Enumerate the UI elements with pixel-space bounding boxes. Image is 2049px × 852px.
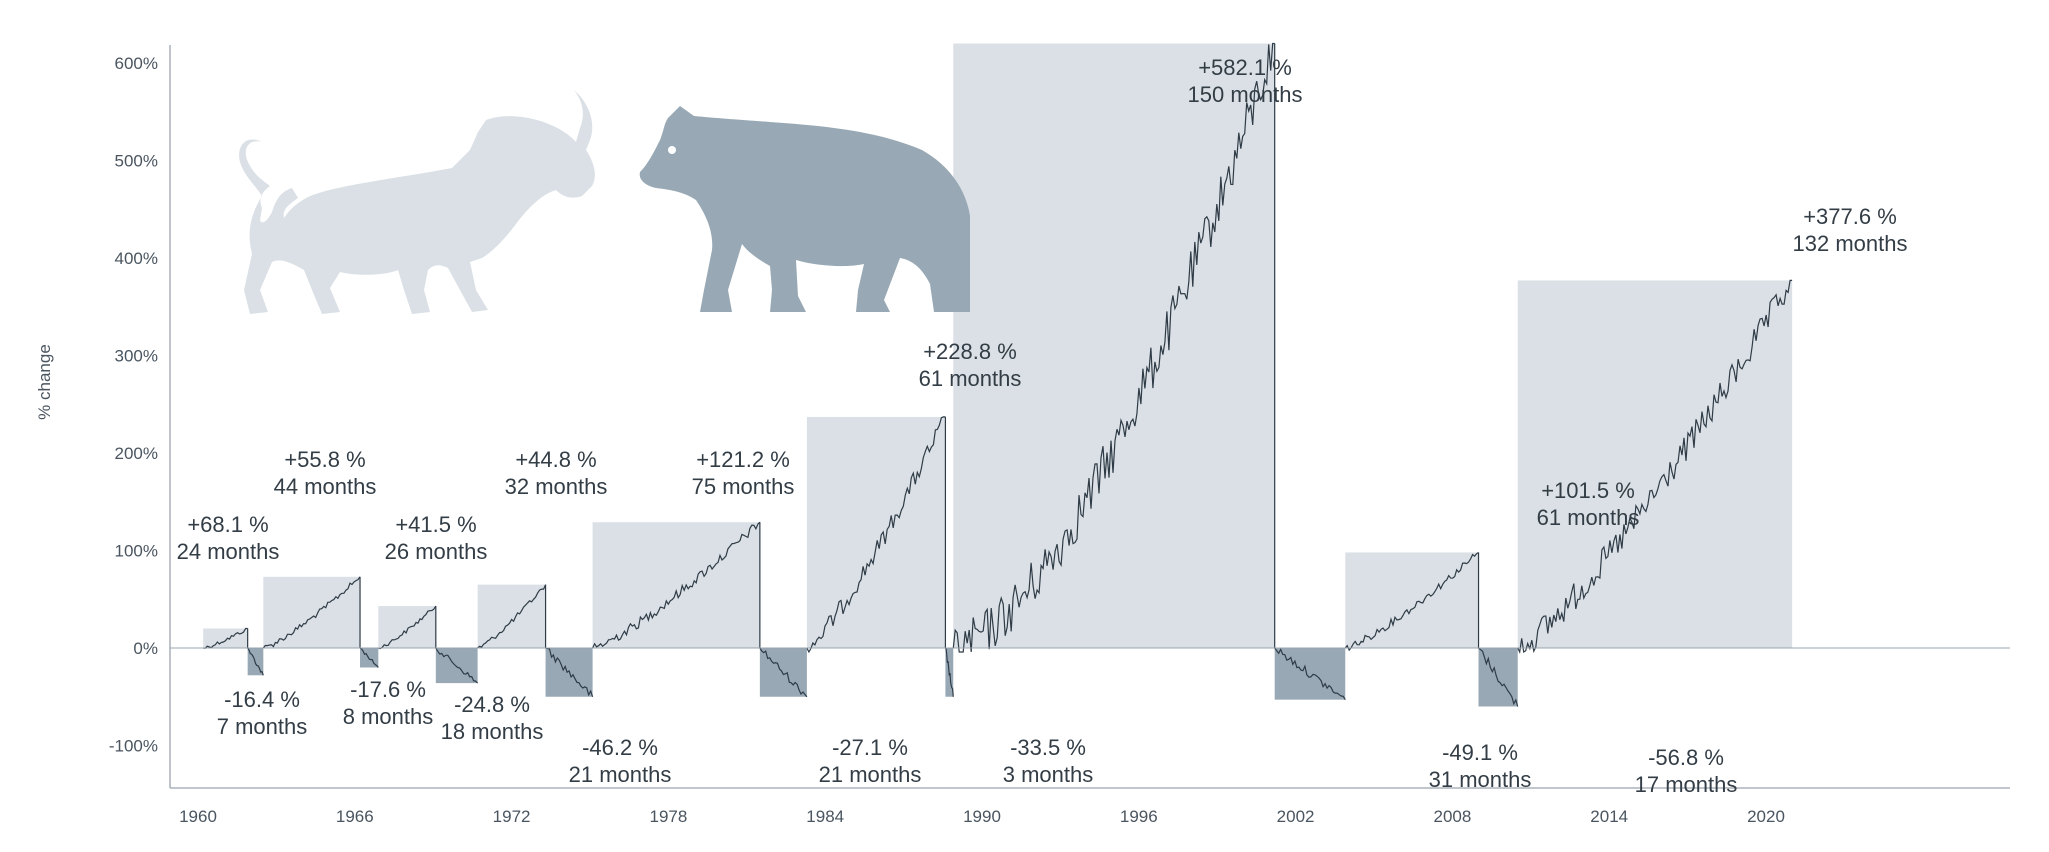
period-change-label: +44.8 % xyxy=(515,447,596,472)
y-tick-label: 100% xyxy=(115,542,158,561)
y-tick-labels: 600% 500% 400% 300% 200% 100% 0% -100% xyxy=(109,54,158,756)
performance-line xyxy=(944,647,954,697)
index-performance-lines xyxy=(203,42,1793,707)
period-duration-label: 44 months xyxy=(274,474,377,499)
period-change-label: +228.8 % xyxy=(923,339,1017,364)
period-duration-label: 17 months xyxy=(1635,772,1738,797)
bear-market-region xyxy=(1274,648,1346,700)
y-tick-label: 500% xyxy=(115,152,158,171)
bull-market-region xyxy=(806,416,946,648)
performance-line xyxy=(592,521,761,649)
period-duration-label: 61 months xyxy=(1537,505,1640,530)
period-duration-label: 21 months xyxy=(569,762,672,787)
performance-line xyxy=(359,647,379,668)
period-duration-label: 31 months xyxy=(1429,767,1532,792)
period-change-label: -49.1 % xyxy=(1442,740,1518,765)
bull-market-region xyxy=(592,522,760,648)
period-duration-label: 18 months xyxy=(441,719,544,744)
performance-line xyxy=(477,584,547,649)
performance-line xyxy=(262,576,361,649)
x-tick-label: 2008 xyxy=(1433,807,1471,826)
performance-line xyxy=(203,627,248,649)
performance-line xyxy=(545,647,594,697)
period-duration-label: 8 months xyxy=(343,704,434,729)
y-tick-label: 300% xyxy=(115,347,158,366)
performance-line xyxy=(759,647,808,698)
y-tick-label: -100% xyxy=(109,737,158,756)
period-change-label: +377.6 % xyxy=(1803,204,1897,229)
period-duration-label: 3 months xyxy=(1003,762,1094,787)
x-tick-label: 1960 xyxy=(179,807,217,826)
x-tick-label: 1978 xyxy=(649,807,687,826)
period-change-label: -33.5 % xyxy=(1010,735,1086,760)
x-tick-labels: 1960 1966 1972 1978 1984 1990 1996 2002 2008 2014… xyxy=(179,807,1785,826)
y-tick-label: 600% xyxy=(115,54,158,73)
period-change-label: +101.5 % xyxy=(1541,478,1635,503)
performance-line xyxy=(1344,551,1479,652)
market-period-regions xyxy=(203,43,1793,707)
performance-line xyxy=(435,647,479,684)
bull-market-region xyxy=(1517,280,1793,648)
performance-line xyxy=(1478,647,1519,707)
period-duration-label: 24 months xyxy=(177,539,280,564)
bear-icon xyxy=(639,106,970,312)
x-tick-label: 2014 xyxy=(1590,807,1628,826)
x-tick-label: 2002 xyxy=(1277,807,1315,826)
axes xyxy=(169,45,2010,789)
period-duration-label: 61 months xyxy=(919,366,1022,391)
performance-line xyxy=(952,42,1275,653)
period-change-label: -24.8 % xyxy=(454,692,530,717)
period-change-label: -46.2 % xyxy=(582,735,658,760)
bear-eye xyxy=(668,146,676,154)
period-change-label: -17.6 % xyxy=(350,677,426,702)
bull-market-region xyxy=(203,628,248,648)
period-change-label: -27.1 % xyxy=(832,735,908,760)
period-duration-label: 75 months xyxy=(692,474,795,499)
period-change-label: -56.8 % xyxy=(1648,745,1724,770)
y-axis-label: % change xyxy=(35,344,54,420)
period-change-label: +121.2 % xyxy=(696,447,790,472)
period-change-label: +55.8 % xyxy=(284,447,365,472)
period-change-label: -16.4 % xyxy=(224,687,300,712)
period-duration-label: 150 months xyxy=(1188,82,1303,107)
y-tick-label: 400% xyxy=(115,249,158,268)
y-tick-label: 0% xyxy=(133,639,158,658)
period-change-label: +41.5 % xyxy=(395,512,476,537)
x-tick-label: 1990 xyxy=(963,807,1001,826)
bear-illustration xyxy=(639,106,970,312)
bull-market-region xyxy=(1345,552,1479,648)
performance-line xyxy=(1274,647,1346,701)
performance-line xyxy=(1517,279,1793,654)
period-duration-label: 132 months xyxy=(1793,231,1908,256)
period-change-label: +582.1 % xyxy=(1198,55,1292,80)
bull-market-region xyxy=(477,584,546,648)
period-duration-label: 26 months xyxy=(385,539,488,564)
performance-line xyxy=(806,416,946,654)
period-duration-label: 32 months xyxy=(505,474,608,499)
x-tick-label: 1984 xyxy=(806,807,844,826)
bull-market-region xyxy=(263,576,361,648)
x-tick-label: 2020 xyxy=(1747,807,1785,826)
x-tick-label: 1972 xyxy=(493,807,531,826)
x-tick-label: 1996 xyxy=(1120,807,1158,826)
bull-market-region xyxy=(953,43,1275,648)
bull-illustration xyxy=(239,90,595,314)
period-duration-label: 7 months xyxy=(217,714,308,739)
bull-icon xyxy=(239,90,595,314)
y-tick-label: 200% xyxy=(115,444,158,463)
period-change-label: +68.1 % xyxy=(187,512,268,537)
x-tick-label: 1966 xyxy=(336,807,374,826)
period-duration-label: 21 months xyxy=(819,762,922,787)
period-annotations: +68.1 %24 months -16.4 %7 months +55.8 %44… xyxy=(177,55,1908,797)
performance-line xyxy=(247,647,264,676)
performance-line xyxy=(378,605,437,650)
